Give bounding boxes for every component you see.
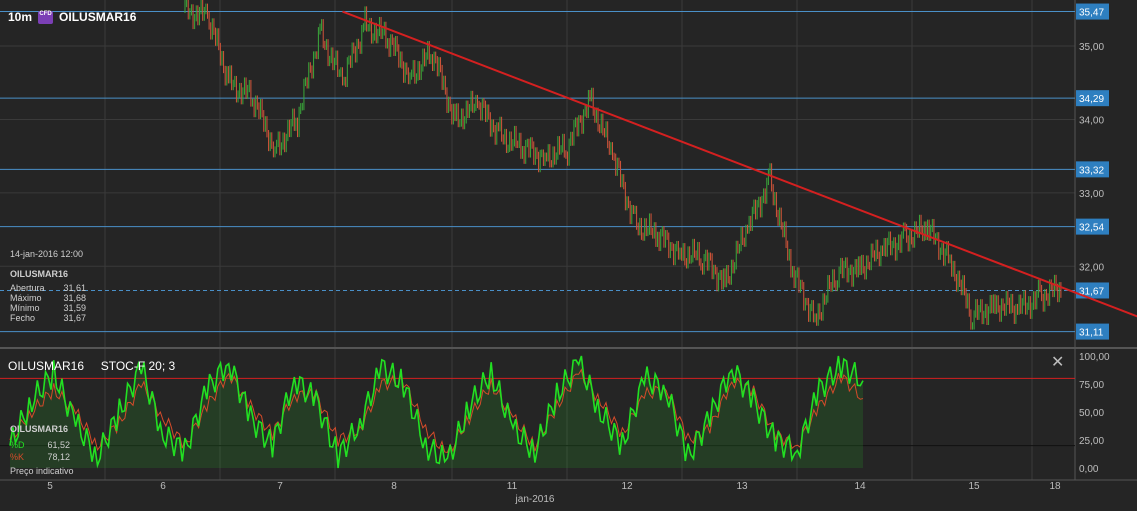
indicator-symbol: OILUSMAR16 [8, 359, 85, 373]
info-row-close: Fecho 31,67 [10, 313, 86, 323]
stoch-tick-1: 75,00 [1079, 380, 1104, 391]
time-tick-3: 8 [391, 481, 397, 492]
time-tick-1: 6 [160, 481, 166, 492]
indicator-header: OILUSMAR16 STOC-F 20; 3 [8, 359, 175, 373]
level-label-4: 31,11 [1079, 328, 1104, 339]
symbol-label[interactable]: OILUSMAR16 [59, 10, 137, 24]
stochastic-panel: 100,00 75,00 50,00 25,00 0,00 [0, 352, 1110, 475]
level-label-bg-2 [1076, 161, 1109, 178]
trendline[interactable] [342, 10, 1137, 331]
time-tick-9: 18 [1049, 481, 1061, 492]
indicative-price-note: Preço indicativo [10, 466, 74, 476]
price-tick-3: 32,00 [1079, 262, 1104, 273]
time-tick-0: 5 [47, 481, 53, 492]
time-tick-8: 15 [968, 481, 980, 492]
stoch-tick-2: 50,00 [1079, 408, 1104, 419]
cfd-badge: CFD [38, 10, 54, 24]
current-price-label: 31,67 [1079, 286, 1104, 297]
time-tick-5: 12 [621, 481, 633, 492]
level-label-bg-4 [1076, 323, 1109, 340]
info-row-low: Mínimo 31,59 [10, 303, 86, 313]
level-label-1: 34,29 [1079, 94, 1104, 105]
time-tick-6: 13 [736, 481, 748, 492]
time-tick-2: 7 [277, 481, 283, 492]
stoch-tick-3: 25,00 [1079, 436, 1104, 447]
price-tick-1: 34,00 [1079, 115, 1104, 126]
indicator-name[interactable]: STOC-F 20; 3 [100, 359, 176, 373]
price-tick-2: 33,00 [1079, 189, 1104, 200]
level-label-3: 32,54 [1079, 223, 1104, 234]
level-label-bg-0 [1076, 3, 1109, 20]
close-indicator-icon[interactable]: ✕ [1051, 354, 1065, 371]
stoch-d-line [9, 368, 864, 454]
price-candles [184, 0, 1062, 330]
info-row-high: Máximo 31,68 [10, 293, 86, 303]
time-tick-7: 14 [854, 481, 866, 492]
ohlc-info: Abertura 31,61 Máximo 31,68 Mínimo 31,59 Fe… [10, 283, 86, 323]
stoch-tick-0: 100,00 [1079, 352, 1110, 363]
stoch-tick-4: 0,00 [1079, 464, 1099, 475]
price-axis-labels: 35,00 34,00 33,00 32,00 [1079, 42, 1104, 273]
indicator-info-symbol: OILUSMAR16 [10, 424, 69, 434]
info-symbol: OILUSMAR16 [10, 269, 69, 279]
time-axis-label: jan-2016 [515, 494, 555, 505]
current-price-label-bg [1076, 282, 1109, 299]
level-label-bg-3 [1076, 218, 1109, 235]
level-label-0: 35,47 [1079, 8, 1104, 19]
time-axis: 5 6 7 8 11 12 13 14 15 18 jan-2016 [47, 481, 1061, 505]
stoch-k-line [9, 355, 864, 469]
info-datetime: 14-jan-2016 12:00 [10, 249, 84, 259]
price-grid [0, 0, 1137, 481]
indicator-d-row: %D 61,52 [10, 440, 70, 450]
indicator-k-row: %K 78,12 [10, 452, 70, 462]
timeframe-label[interactable]: 10m [8, 10, 33, 24]
chart-header: 10m CFD OILUSMAR16 [8, 10, 136, 24]
time-tick-4: 11 [507, 481, 518, 492]
info-row-open: Abertura 31,61 [10, 283, 86, 293]
level-label-bg-1 [1076, 90, 1109, 107]
price-tick-0: 35,00 [1079, 42, 1104, 53]
level-label-2: 33,32 [1079, 165, 1104, 176]
horizontal-levels: 35,47 34,29 33,32 32,54 31,11 31,67 [0, 3, 1109, 340]
